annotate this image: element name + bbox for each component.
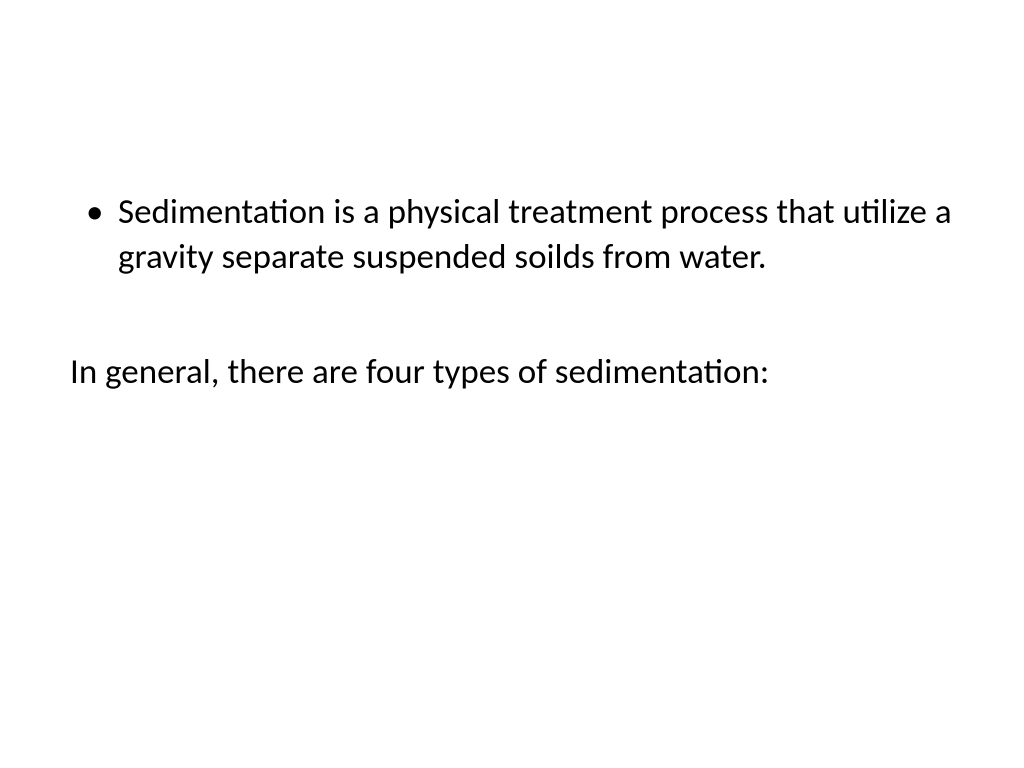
body-text: In general, there are four types of sedi… xyxy=(70,351,769,393)
slide-container: Sedimentation is a physical treatment pr… xyxy=(0,0,1024,768)
bullet-text: Sedimentation is a physical treatment pr… xyxy=(118,191,952,278)
body-paragraph: In general, there are four types of sedi… xyxy=(70,350,954,395)
bullet-list: Sedimentation is a physical treatment pr… xyxy=(70,190,954,280)
bullet-item: Sedimentation is a physical treatment pr… xyxy=(118,190,954,280)
